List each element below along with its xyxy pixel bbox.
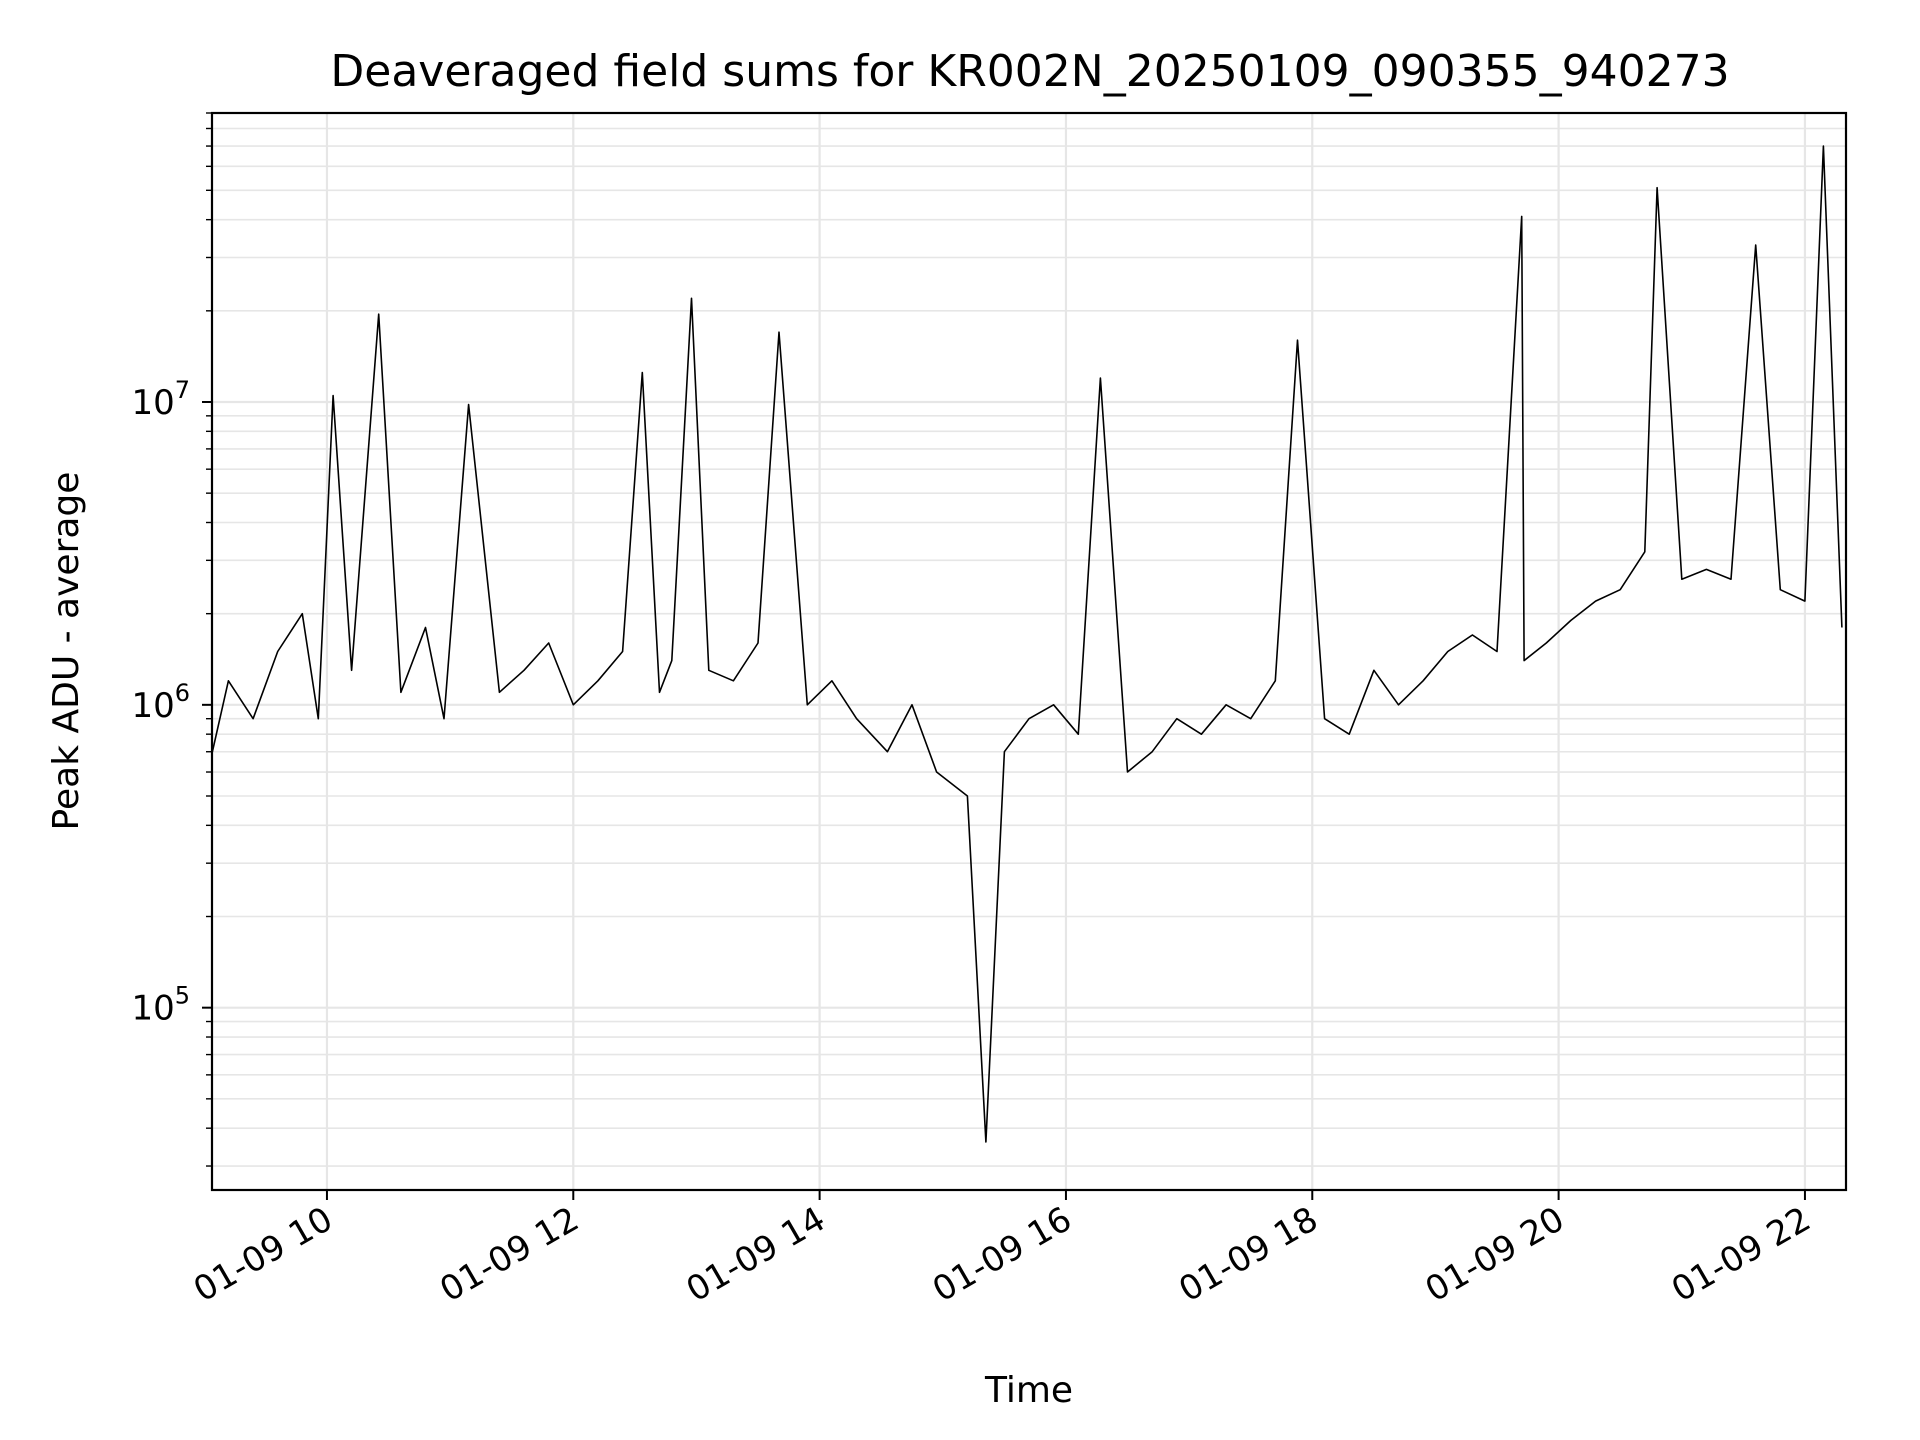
y-tick-base: 10 xyxy=(131,989,174,1029)
x-axis-label: Time xyxy=(984,1370,1073,1411)
y-tick-label: 106 xyxy=(131,679,190,726)
y-tick-exponent: 6 xyxy=(175,679,190,707)
grid-layer xyxy=(212,112,1846,1190)
y-tick-base: 10 xyxy=(131,383,174,423)
y-tick-exponent: 7 xyxy=(175,376,190,404)
series-layer xyxy=(211,145,1843,1143)
y-tick-base: 10 xyxy=(131,686,174,726)
y-tick-exponent: 5 xyxy=(175,982,190,1010)
x-tick-label: 01-09 14 xyxy=(680,1199,832,1310)
plot-frame xyxy=(210,111,1848,1192)
x-tick-label: 01-09 16 xyxy=(926,1199,1078,1310)
x-tick-label: 01-09 20 xyxy=(1419,1199,1571,1310)
x-tick-label: 01-09 10 xyxy=(187,1199,339,1310)
x-tick-label: 01-09 22 xyxy=(1665,1199,1817,1310)
chart-title: Deaveraged field sums for KR002N_2025010… xyxy=(330,46,1729,97)
x-tick-label: 01-09 12 xyxy=(433,1199,585,1310)
series-line xyxy=(211,145,1843,1143)
x-tick-label: 01-09 18 xyxy=(1172,1199,1324,1310)
y-axis-label: Peak ADU - average xyxy=(46,472,87,831)
y-tick-label: 105 xyxy=(131,982,190,1029)
y-tick-label: 107 xyxy=(131,376,190,423)
